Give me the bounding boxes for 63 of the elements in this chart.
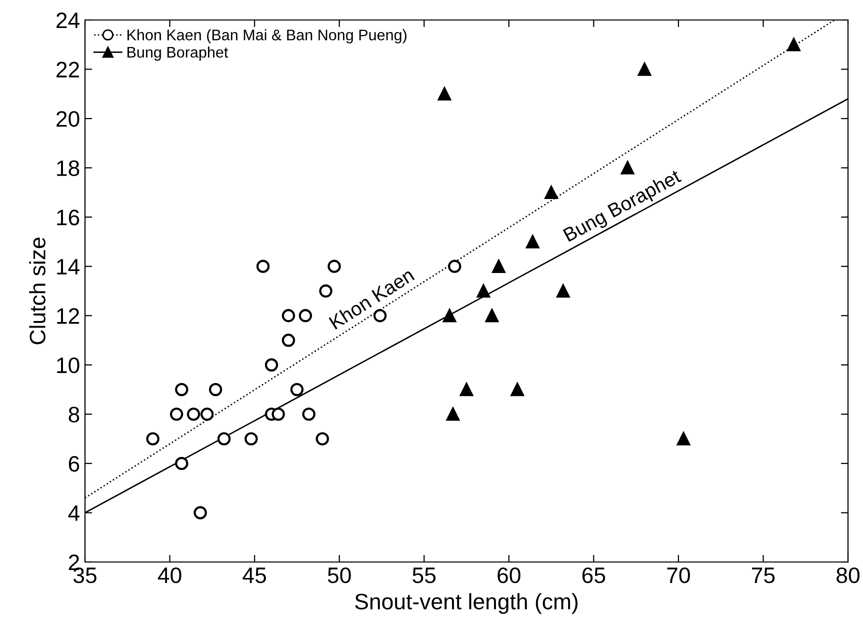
point [373,309,387,322]
point [544,186,558,200]
y-axis-title: Clutch size [29,238,46,344]
point [282,309,296,322]
point [282,334,296,347]
x-tick-label: 80 [836,567,860,584]
point [319,284,332,298]
point [460,382,474,396]
point [556,284,570,298]
y-tick-label: 8 [68,406,80,422]
legend-label: Khon Kaen (Ban Mai & Ban Nong Pueng) [128,29,406,44]
point [316,432,329,446]
point [208,382,222,396]
y-tick-label: 12 [57,308,80,324]
point [290,382,304,396]
point [200,408,214,421]
point [328,260,341,273]
y-tick-label: 4 [68,505,80,521]
point [787,38,800,52]
point [217,432,231,446]
point [446,408,460,421]
point [175,456,188,470]
point [492,260,506,273]
x-tick-label: 65 [582,567,606,584]
y-tick-label: 6 [68,456,80,472]
y-tick-label: 18 [57,160,80,176]
point [526,235,540,248]
y-tick-label: 20 [56,111,80,127]
x-tick-label: 60 [498,567,520,584]
point [638,62,652,76]
x-tick-label: 75 [752,568,775,584]
x-tick-label: 40 [158,567,182,584]
annotation: Khon Kaen [328,267,415,330]
x-tick-label: 35 [73,567,96,584]
x-tick-label: 55 [412,568,436,584]
point [476,284,490,298]
point [485,309,499,322]
x-axis-title: Snout-vent length (cm) [355,593,578,614]
point [170,408,184,421]
point [676,432,690,446]
y-tick-label: 14 [57,259,80,274]
point [194,506,207,520]
point [264,358,278,372]
point [272,408,285,421]
y-tick-label: 16 [57,210,80,226]
point [244,432,258,446]
x-tick-label: 70 [667,567,690,584]
point [175,382,188,396]
point [438,87,452,101]
y-tick-label: 10 [57,357,80,374]
y-tick-label: 24 [56,12,80,28]
y-tick-label: 22 [56,62,80,78]
point [186,408,200,421]
x-tick-label: 45 [242,568,266,584]
point [510,382,524,396]
point [256,260,270,273]
point [298,309,312,322]
point [302,408,316,421]
legend-label: Bung Boraphet [128,46,228,61]
point [442,309,456,322]
point [448,260,462,273]
x-tick-label: 50 [328,567,351,584]
point [146,432,160,446]
